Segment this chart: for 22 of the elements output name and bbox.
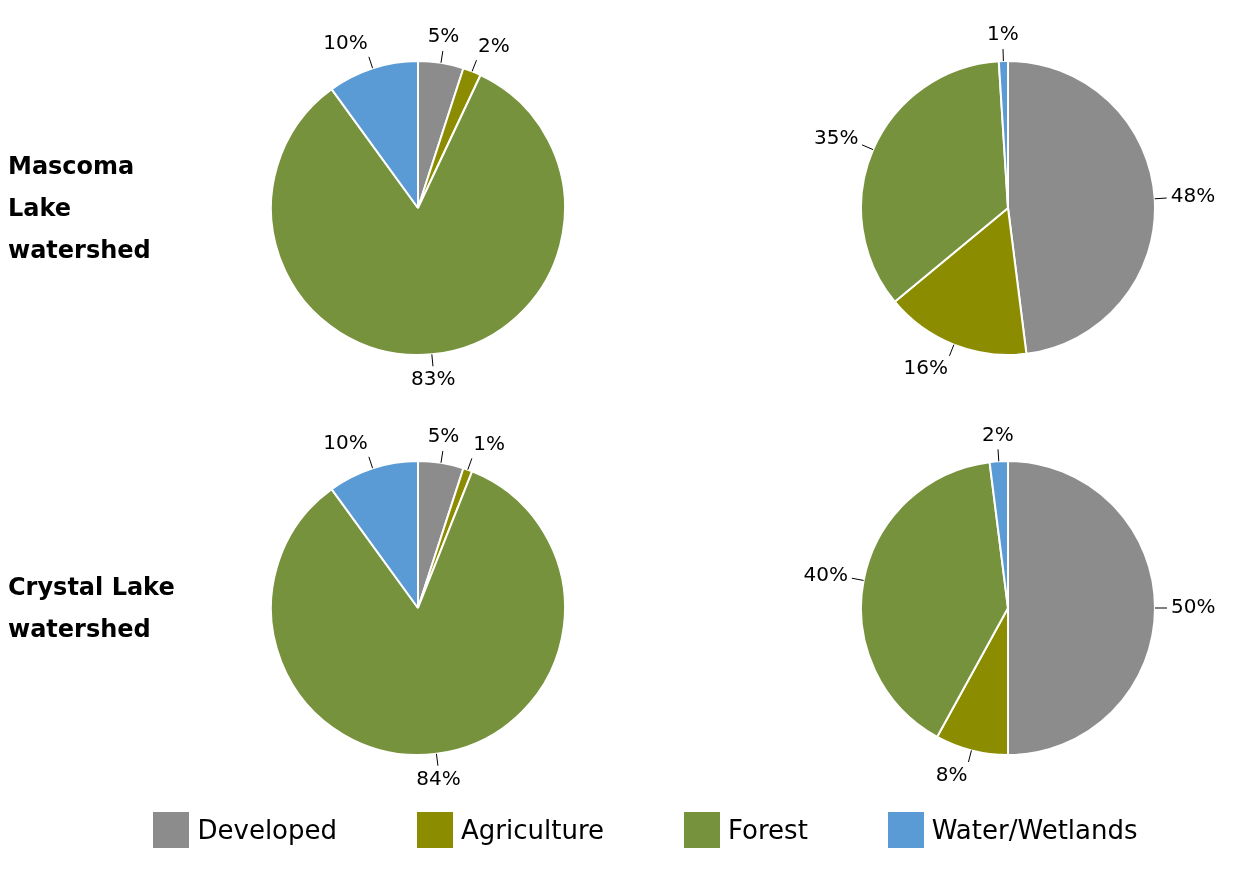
data-label: 50% [1171,594,1216,619]
legend-label: Forest [728,815,808,845]
data-label: 83% [411,366,456,391]
text: Mascoma Lake watershed [8,152,151,264]
data-label: 10% [323,429,368,454]
data-label: 16% [903,355,948,380]
data-label: 1% [473,431,505,456]
data-label: 2% [478,33,510,58]
data-label: 8% [935,761,968,786]
data-label: 84% [416,765,461,790]
legend-label: Developed [197,815,338,845]
data-label: 35% [813,125,859,150]
data-label: 2% [981,421,1014,446]
data-label: 5% [427,423,460,448]
text: Crystal Lake watershed [8,573,175,643]
data-label: 40% [803,561,848,586]
data-label: 1% [987,21,1019,46]
data-label: 10% [323,29,368,54]
legend-label: Agriculture [461,815,605,845]
data-label: 48% [1170,183,1216,208]
data-label: 5% [427,23,460,48]
legend-label: Water/Wetlands [931,815,1138,845]
